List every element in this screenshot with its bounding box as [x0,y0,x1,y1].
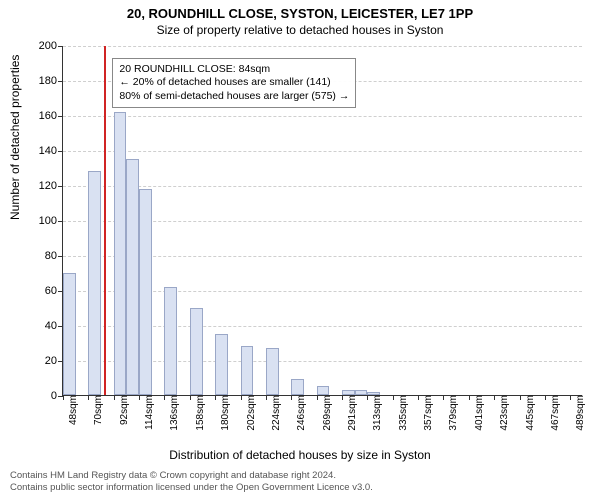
xtick-label: 48sqm [66,395,79,425]
reference-line [104,46,106,395]
ytick-label: 140 [39,145,63,157]
xtick-mark [317,395,318,400]
gridline [63,151,582,152]
x-axis-label: Distribution of detached houses by size … [0,448,600,462]
histogram-bar [88,171,101,395]
plot-inner: 02040608010012014016018020048sqm70sqm92s… [62,46,582,396]
ytick-label: 120 [39,180,63,192]
xtick-label: 445sqm [523,395,536,431]
xtick-label: 158sqm [193,395,206,431]
histogram-bar [114,112,127,396]
xtick-label: 401sqm [472,395,485,431]
xtick-label: 467sqm [548,395,561,431]
xtick-label: 357sqm [421,395,434,431]
xtick-mark [114,395,115,400]
xtick-mark [291,395,292,400]
xtick-label: 313sqm [370,395,383,431]
xtick-mark [469,395,470,400]
chart-title: 20, ROUNDHILL CLOSE, SYSTON, LEICESTER, … [0,0,600,21]
histogram-bar [190,308,203,396]
xtick-mark [215,395,216,400]
xtick-label: 246sqm [294,395,307,431]
y-axis-label: Number of detached properties [8,55,22,220]
histogram-bar [317,386,330,395]
xtick-mark [164,395,165,400]
xtick-mark [367,395,368,400]
chart-container: 20, ROUNDHILL CLOSE, SYSTON, LEICESTER, … [0,0,600,500]
ytick-label: 80 [45,250,63,262]
xtick-mark [266,395,267,400]
xtick-mark [545,395,546,400]
xtick-label: 180sqm [218,395,231,431]
xtick-label: 92sqm [117,395,130,425]
ytick-label: 100 [39,215,63,227]
footer-line-1: Contains HM Land Registry data © Crown c… [10,470,590,482]
xtick-mark [494,395,495,400]
ytick-label: 200 [39,40,63,52]
xtick-label: 202sqm [244,395,257,431]
ytick-label: 20 [45,355,63,367]
footer-attribution: Contains HM Land Registry data © Crown c… [10,470,590,494]
footer-line-2: Contains public sector information licen… [10,482,590,494]
ytick-label: 0 [51,390,63,402]
histogram-bar [241,346,254,395]
histogram-bar [139,189,152,396]
xtick-mark [520,395,521,400]
xtick-mark [139,395,140,400]
gridline [63,186,582,187]
xtick-mark [570,395,571,400]
xtick-mark [418,395,419,400]
histogram-bar [266,348,279,395]
ytick-label: 180 [39,75,63,87]
xtick-mark [88,395,89,400]
xtick-mark [443,395,444,400]
histogram-bar [164,287,177,396]
xtick-label: 224sqm [269,395,282,431]
xtick-label: 423sqm [497,395,510,431]
histogram-bar [355,390,368,395]
annotation-line-2: ← 20% of detached houses are smaller (14… [119,76,349,89]
histogram-bar [126,159,139,395]
xtick-mark [190,395,191,400]
xtick-label: 489sqm [573,395,586,431]
annotation-line-1: 20 ROUNDHILL CLOSE: 84sqm [119,63,349,76]
xtick-label: 379sqm [446,395,459,431]
xtick-mark [342,395,343,400]
xtick-label: 291sqm [345,395,358,431]
xtick-label: 335sqm [396,395,409,431]
plot-area: 02040608010012014016018020048sqm70sqm92s… [62,46,582,396]
ytick-label: 60 [45,285,63,297]
histogram-bar [291,379,304,395]
xtick-label: 136sqm [167,395,180,431]
ytick-label: 160 [39,110,63,122]
xtick-label: 70sqm [91,395,104,425]
gridline [63,46,582,47]
histogram-bar [63,273,76,396]
xtick-mark [63,395,64,400]
gridline [63,116,582,117]
annotation-line-3: 80% of semi-detached houses are larger (… [119,90,349,103]
xtick-label: 114sqm [142,395,155,430]
histogram-bar [215,334,228,395]
annotation-box: 20 ROUNDHILL CLOSE: 84sqm← 20% of detach… [112,58,356,107]
xtick-mark [393,395,394,400]
xtick-label: 269sqm [320,395,333,431]
ytick-label: 40 [45,320,63,332]
xtick-mark [241,395,242,400]
chart-subtitle: Size of property relative to detached ho… [0,21,600,41]
